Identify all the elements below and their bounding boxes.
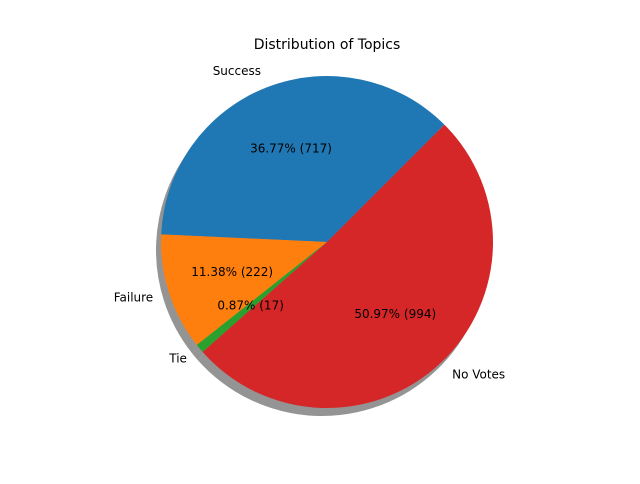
pie-value-label-no-votes: 50.97% (994) bbox=[354, 307, 436, 321]
pie-label-success: Success bbox=[213, 64, 261, 78]
pie-value-label-failure: 11.38% (222) bbox=[191, 265, 273, 279]
pie-slices bbox=[161, 76, 494, 408]
pie-label-tie: Tie bbox=[168, 352, 187, 366]
pie-label-no-votes: No Votes bbox=[452, 368, 505, 382]
pie-value-label-success: 36.77% (717) bbox=[250, 142, 332, 156]
pie-value-label-tie: 0.87% (17) bbox=[217, 298, 284, 312]
pie-label-failure: Failure bbox=[114, 291, 153, 305]
pie-slice-tie bbox=[196, 242, 327, 352]
pie-slice-success bbox=[161, 76, 445, 242]
pie-slice-failure bbox=[161, 234, 327, 346]
pie-slice-no-votes bbox=[202, 124, 494, 408]
pie-labels: Success 36.77% (717) Failure 11.38% (222) Ti… bbox=[114, 64, 505, 381]
chart-title: Distribution of Topics bbox=[254, 37, 401, 53]
